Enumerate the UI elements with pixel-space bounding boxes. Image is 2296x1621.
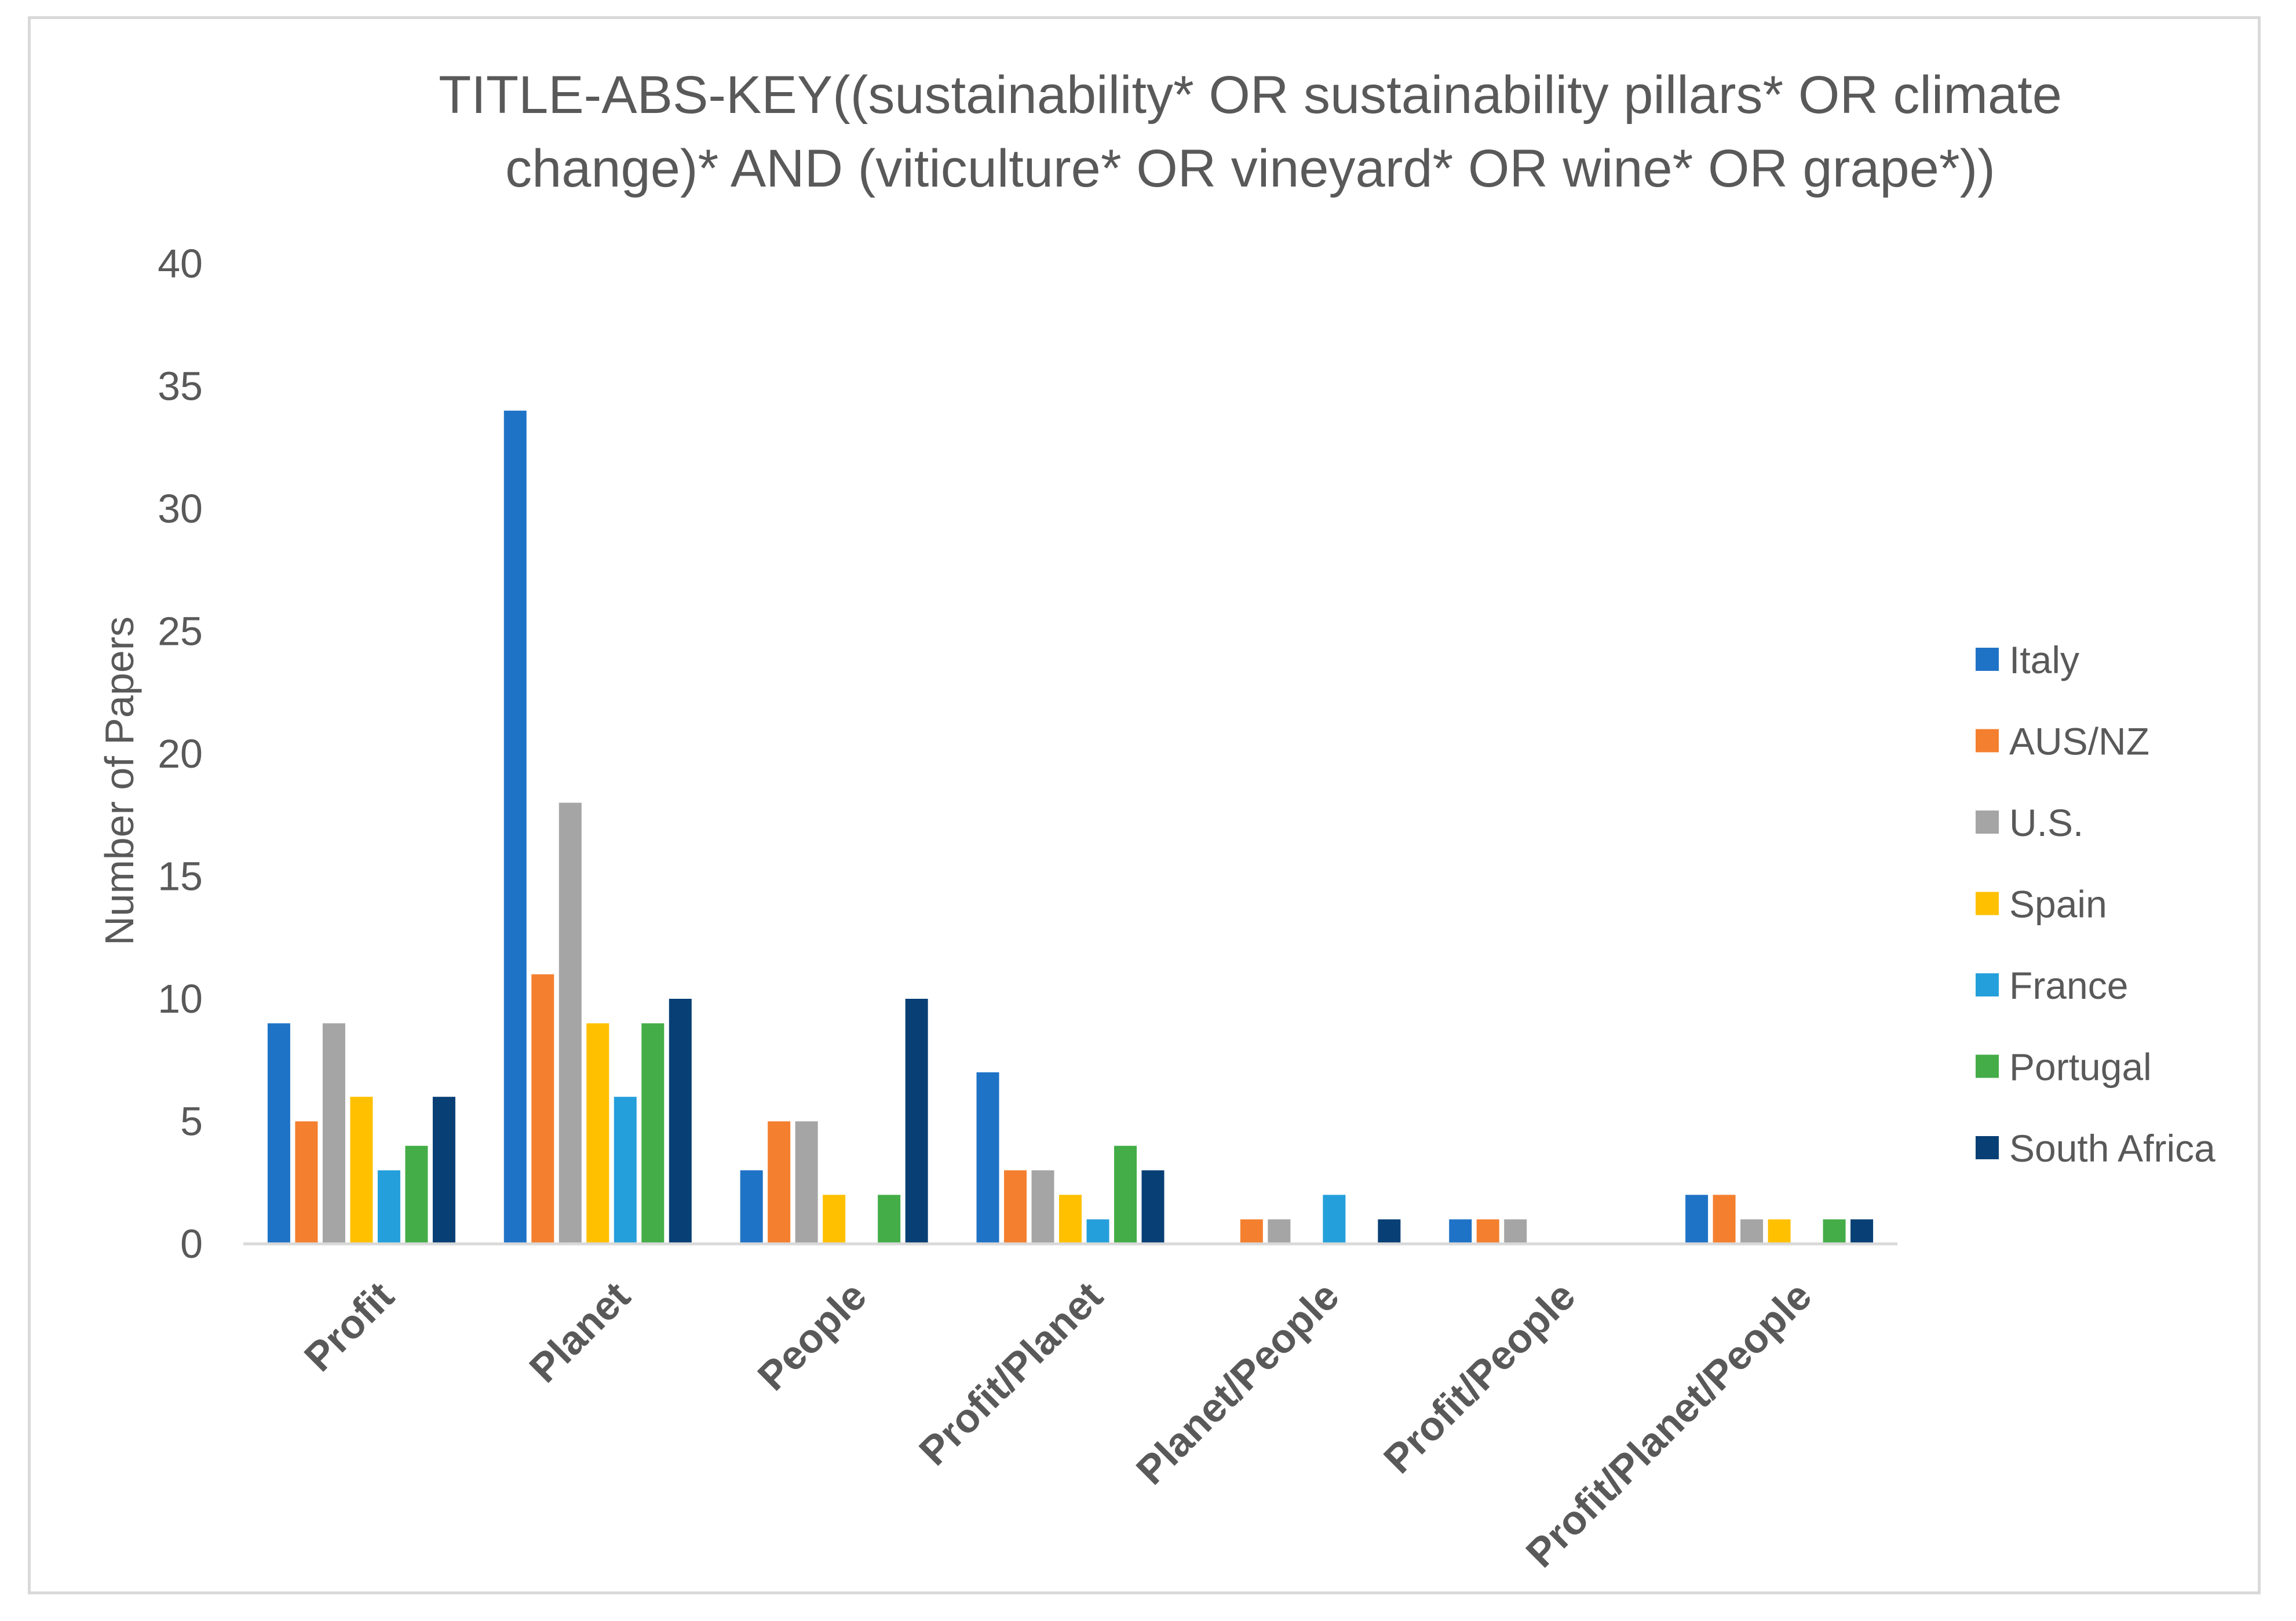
bar-south-africa-profit-planet-people <box>1850 1219 1874 1244</box>
chart-title-line-2: change)* AND (viticulture* OR vineyard* … <box>505 139 1995 198</box>
x-axis-tick-labels: Profit Planet People Profit/Planet Planet/Pe… <box>295 1273 1820 1576</box>
bar-south-africa-people <box>905 999 928 1244</box>
legend-swatch <box>1976 1054 1999 1078</box>
bar-france-profit <box>377 1170 400 1244</box>
bar-south-africa-profit-planet <box>1141 1170 1165 1244</box>
x-tick-label: Profit <box>295 1273 402 1379</box>
legend-swatch <box>1976 1136 1999 1159</box>
bar-south-africa-planet-people <box>1378 1219 1401 1244</box>
legend-swatch <box>1976 648 1999 671</box>
x-tick-label: Profit/Planet <box>910 1273 1111 1474</box>
chart-frame <box>28 16 2261 1594</box>
bar-portugal-profit-planet-people <box>1823 1219 1846 1244</box>
legend-swatch <box>1976 892 1999 915</box>
bar-south-africa-profit <box>432 1097 455 1244</box>
bar-u-s--planet-people <box>1268 1219 1291 1244</box>
legend-label: AUS/NZ <box>2009 720 2149 763</box>
y-tick-label: 20 <box>158 731 203 776</box>
bar-spain-profit <box>350 1097 373 1244</box>
y-tick-label: 25 <box>158 609 203 654</box>
bar-u-s--planet <box>559 802 582 1244</box>
bar-u-s--profit <box>322 1023 345 1244</box>
bar-aus-nz-planet-people <box>1240 1219 1263 1244</box>
legend: Italy AUS/NZ U.S. Spain France Portugal South … <box>1976 638 2215 1170</box>
y-tick-label: 40 <box>158 241 203 286</box>
bar-u-s--people <box>795 1121 818 1244</box>
bar-portugal-people <box>878 1195 901 1244</box>
bar-u-s--profit-planet-people <box>1740 1219 1764 1244</box>
bar-italy-people <box>740 1170 763 1244</box>
bar-spain-people <box>823 1195 846 1244</box>
y-tick-label: 0 <box>180 1221 203 1266</box>
bar-aus-nz-profit-planet-people <box>1713 1195 1736 1244</box>
bar-aus-nz-profit <box>295 1121 318 1244</box>
y-tick-label: 15 <box>158 854 203 899</box>
chart-title-line-1: TITLE-ABS-KEY((sustainability* OR sustai… <box>439 65 2062 125</box>
y-axis-ticks: 0 5 10 15 20 25 30 35 40 <box>158 241 203 1266</box>
bar-france-planet-people <box>1323 1195 1346 1244</box>
bar-italy-planet <box>503 410 527 1244</box>
bars <box>267 410 1874 1244</box>
bar-spain-profit-planet <box>1059 1195 1082 1244</box>
y-axis-label: Number of Papers <box>97 616 142 945</box>
bar-aus-nz-profit-planet <box>1004 1170 1027 1244</box>
bar-portugal-profit-planet <box>1114 1145 1137 1244</box>
legend-label: Portugal <box>2009 1046 2152 1089</box>
legend-swatch <box>1976 973 1999 996</box>
legend-label: France <box>2009 964 2128 1007</box>
bar-france-planet <box>614 1097 637 1244</box>
y-tick-label: 35 <box>158 364 203 409</box>
bar-u-s--profit-people <box>1504 1219 1527 1244</box>
y-tick-label: 30 <box>158 486 203 531</box>
x-tick-label: Planet/People <box>1127 1273 1348 1493</box>
bar-italy-profit-people <box>1449 1219 1472 1244</box>
legend-label: South Africa <box>2009 1127 2215 1170</box>
bar-spain-planet <box>586 1023 609 1244</box>
x-tick-label: Planet <box>521 1273 639 1391</box>
legend-swatch <box>1976 810 1999 834</box>
bar-italy-profit-planet-people <box>1685 1195 1709 1244</box>
bar-portugal-planet <box>641 1023 665 1244</box>
bar-spain-profit-planet-people <box>1768 1219 1791 1244</box>
x-tick-label: People <box>749 1273 875 1399</box>
y-tick-label: 5 <box>180 1099 203 1144</box>
bar-italy-profit-planet <box>976 1072 999 1244</box>
bar-aus-nz-people <box>768 1121 791 1244</box>
bar-u-s--profit-planet <box>1031 1170 1054 1244</box>
bar-portugal-profit <box>405 1145 428 1244</box>
bar-south-africa-planet <box>669 999 692 1244</box>
legend-label: Spain <box>2009 883 2107 926</box>
y-tick-label: 10 <box>158 976 203 1021</box>
bar-italy-profit <box>267 1023 290 1244</box>
x-tick-label: Profit/People <box>1375 1273 1583 1481</box>
bar-france-profit-planet <box>1086 1219 1109 1244</box>
bar-aus-nz-profit-people <box>1476 1219 1499 1244</box>
legend-label: Italy <box>2009 638 2079 681</box>
bar-aus-nz-planet <box>531 974 554 1244</box>
legend-label: U.S. <box>2009 801 2083 844</box>
legend-swatch <box>1976 729 1999 753</box>
